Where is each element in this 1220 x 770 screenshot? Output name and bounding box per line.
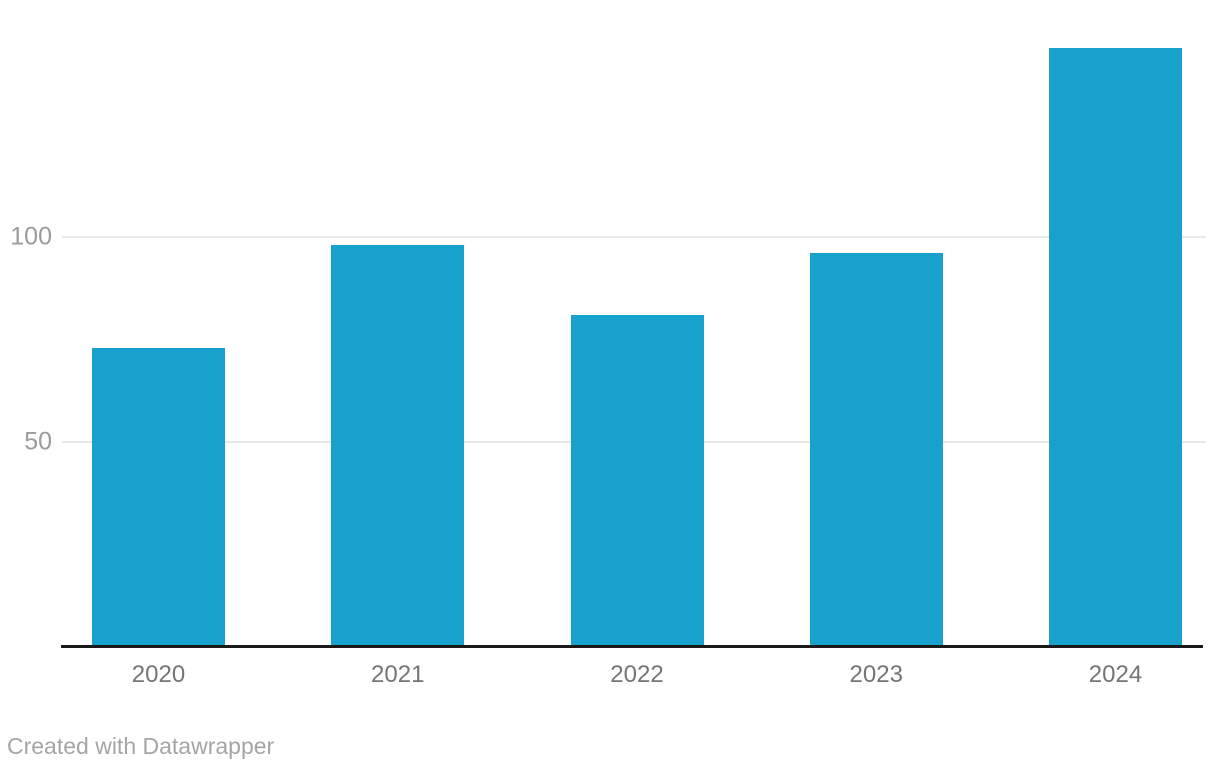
x-tick-label-2024: 2024 bbox=[1088, 661, 1143, 688]
bar-2021[interactable] bbox=[331, 245, 464, 647]
bar-2020[interactable] bbox=[92, 348, 225, 647]
y-tick-label-100: 100 bbox=[10, 222, 52, 251]
bar-2022[interactable] bbox=[571, 315, 704, 647]
bar-2023[interactable] bbox=[810, 253, 943, 647]
x-tick-label-2022: 2022 bbox=[610, 661, 664, 688]
gridline-100 bbox=[62, 236, 1206, 238]
bar-2024[interactable] bbox=[1049, 48, 1182, 647]
x-tick-label-2021: 2021 bbox=[371, 661, 425, 688]
x-axis-line bbox=[61, 645, 1203, 648]
x-tick-label-2023: 2023 bbox=[849, 661, 903, 688]
datawrapper-attribution: Created with Datawrapper bbox=[7, 733, 275, 759]
x-tick-label-2020: 2020 bbox=[131, 661, 186, 688]
y-tick-label-50: 50 bbox=[24, 427, 52, 456]
